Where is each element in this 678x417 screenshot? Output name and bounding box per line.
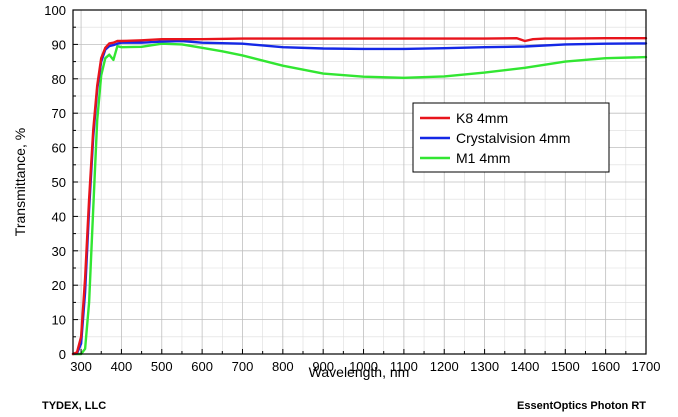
- x-tick-label: 600: [191, 359, 213, 374]
- tick-marks: [73, 9, 647, 355]
- x-tick-label: 1100: [390, 359, 418, 374]
- y-tick-label: 60: [52, 141, 66, 156]
- legend-label-m1: M1 4mm: [456, 150, 510, 166]
- x-tick-label: 1500: [551, 359, 580, 374]
- x-tick-labels: 300 400 500 600 700 800 900 1000 1100 1200 1300 140…: [70, 359, 660, 374]
- x-tick-label: 1400: [510, 359, 539, 374]
- y-tick-label: 10: [52, 313, 66, 328]
- y-tick-label: 70: [52, 106, 66, 121]
- x-tick-label: 1200: [430, 359, 459, 374]
- y-tick-label: 40: [52, 209, 66, 224]
- footer-left: TYDEX, LLC: [42, 400, 106, 412]
- x-tick-label: 400: [111, 359, 133, 374]
- y-tick-labels: 0 10 20 30 40 50 60 70 80 90 100: [44, 3, 66, 362]
- x-tick-label: 500: [151, 359, 173, 374]
- major-grid: [73, 9, 647, 355]
- legend: K8 4mm Crystalvision 4mm M1 4mm: [412, 102, 610, 173]
- y-tick-label: 90: [52, 37, 66, 52]
- y-tick-label: 50: [52, 175, 66, 190]
- x-axis-label: Wavelength, nm: [309, 364, 410, 380]
- series-line-m1: [71, 42, 648, 356]
- x-tick-label: 700: [232, 359, 254, 374]
- x-tick-label: 1700: [632, 359, 661, 374]
- footer-right: EssentOptics Photon RT: [517, 400, 646, 412]
- x-tick-label: 1600: [591, 359, 620, 374]
- x-tick-label: 1300: [470, 359, 499, 374]
- y-axis-label: Transmittance, %: [12, 128, 28, 236]
- x-tick-label: 800: [272, 359, 294, 374]
- legend-label-crystalvision: Crystalvision 4mm: [456, 130, 570, 146]
- legend-label-k8: K8 4mm: [456, 110, 508, 126]
- x-tick-label: 1000: [349, 359, 378, 374]
- series-layer: [71, 37, 648, 356]
- y-tick-label: 30: [52, 244, 66, 259]
- y-tick-label: 20: [52, 278, 66, 293]
- x-tick-label: 300: [70, 359, 92, 374]
- y-tick-label: 80: [52, 72, 66, 87]
- y-tick-label: 0: [59, 347, 66, 362]
- y-tick-label: 100: [44, 3, 66, 18]
- x-tick-label: 900: [312, 359, 334, 374]
- series-line-k8: [71, 37, 648, 356]
